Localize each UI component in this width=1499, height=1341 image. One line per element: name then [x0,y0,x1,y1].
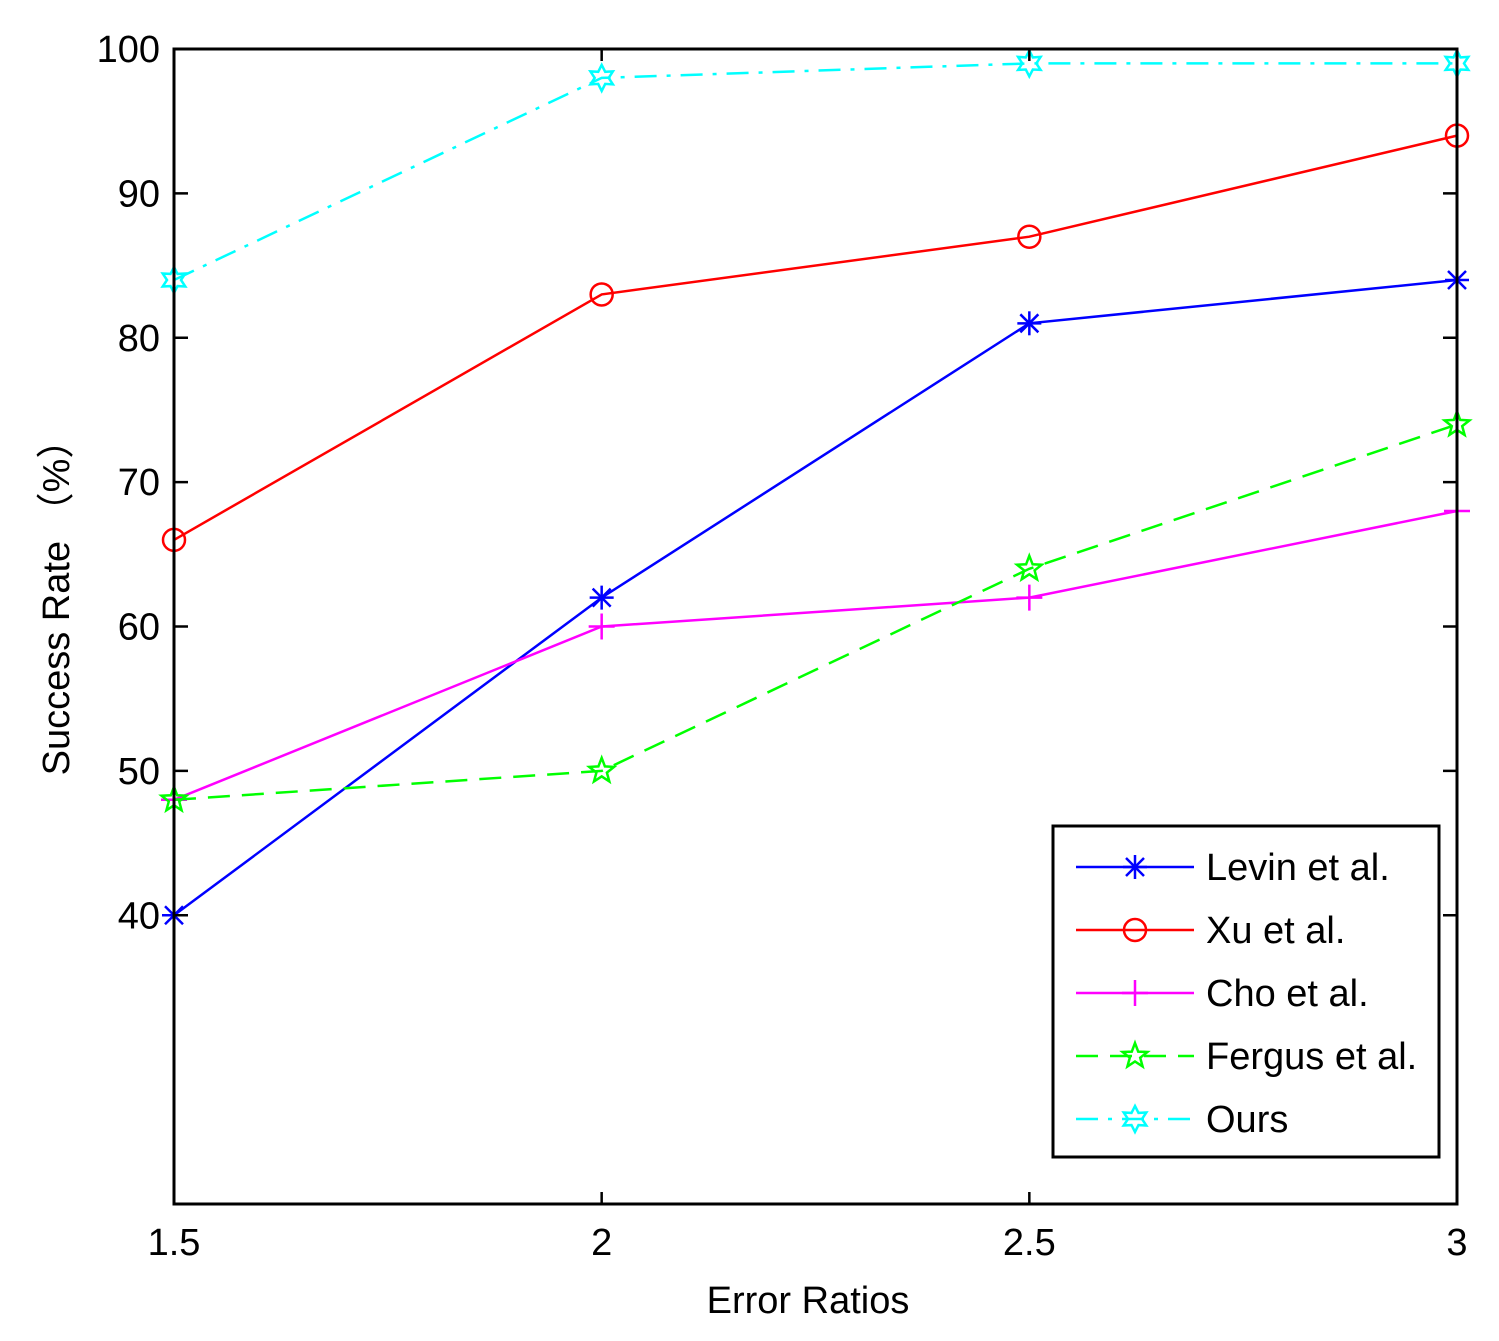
data-point-levin-et-al [1017,311,1042,336]
data-point-ours [587,62,616,94]
series-line-fergus-et-al [173,423,1458,802]
y-tick-label: 70 [118,462,160,504]
legend-marker [1123,855,1147,879]
data-point-fergus-et-al [1013,552,1046,583]
x-tick-label: 2.5 [1003,1222,1056,1264]
series-line-cho-et-al [173,509,1458,801]
data-point-ours [1015,47,1044,80]
axis-ticks: 1.5 2 2.5 3 40 50 60 70 80 90 100 [97,29,1468,1264]
data-point-levin-et-al [589,585,614,610]
data-point-fergus-et-al [585,754,618,785]
legend-item-cho-et-al: Cho et al. [1076,973,1369,1015]
plot-area [158,47,1473,928]
legend-label: Fergus et al. [1206,1036,1417,1078]
legend-item-xu-et-al: Xu et al. [1076,910,1345,952]
x-tick-label: 3 [1446,1222,1467,1264]
x-axis-label: Error Ratios [707,1280,910,1322]
series-ours [160,47,1471,296]
y-tick-label: 40 [118,895,160,937]
series-line-levin-et-al [173,278,1458,917]
y-axis-label: Success Rate （%） [36,421,78,776]
series-cho-et-al [161,498,1470,813]
y-tick-label: 50 [118,751,160,793]
y-tick-label: 100 [97,29,160,71]
legend-label: Ours [1206,1099,1288,1141]
legend-item-levin-et-al: Levin et al. [1076,847,1390,889]
legend-label: Xu et al. [1206,910,1345,952]
data-point-cho-et-al [588,613,615,640]
legend-item-ours: Ours [1076,1099,1288,1141]
data-point-xu-et-al [589,282,614,307]
legend: Levin et al. Xu et al. Cho et al. Fergus et… [1051,824,1441,1159]
data-point-xu-et-al [1017,224,1042,249]
x-tick-label: 1.5 [148,1222,201,1264]
legend-label: Cho et al. [1206,973,1369,1015]
legend-marker [1122,980,1148,1006]
y-tick-label: 90 [118,173,160,215]
legend-label: Levin et al. [1206,847,1390,889]
legend-marker [1119,1039,1151,1070]
x-tick-label: 2 [591,1222,612,1264]
series-line-ours [173,62,1457,282]
data-point-cho-et-al [1016,584,1043,611]
y-tick-label: 80 [118,318,160,360]
legend-marker [1121,1103,1149,1135]
series-line-xu-et-al [173,134,1458,541]
legend-item-fergus-et-al: Fergus et al. [1076,1036,1417,1078]
y-tick-label: 60 [118,607,160,649]
legend-box [1051,824,1441,1159]
legend-marker [1122,917,1148,943]
